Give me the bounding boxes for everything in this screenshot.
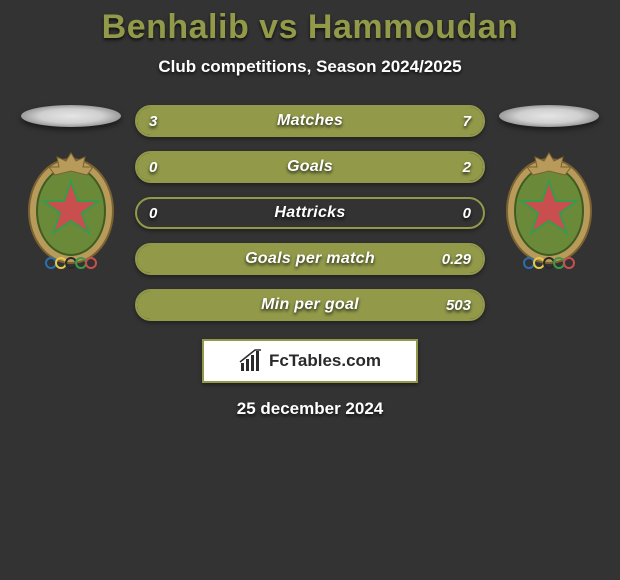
crest-svg [21,151,121,281]
right-player-col [495,105,603,281]
left-player-col [17,105,125,281]
right-player-avatar-placeholder [499,105,599,127]
stat-value-right: 7 [463,107,471,135]
stat-value-right: 2 [463,153,471,181]
right-club-crest [499,151,599,281]
left-player-avatar-placeholder [21,105,121,127]
brand-text: FcTables.com [269,351,381,371]
left-club-crest [21,151,121,281]
comparison-card: Benhalib vs Hammoudan Club competitions,… [0,0,620,419]
stat-bar: 3Matches7 [135,105,485,137]
main-row: 3Matches70Goals20Hattricks0Goals per mat… [0,105,620,321]
stats-bars: 3Matches70Goals20Hattricks0Goals per mat… [135,105,485,321]
bar-chart-icon [239,349,263,373]
subtitle: Club competitions, Season 2024/2025 [0,57,620,77]
stat-bar: 0Hattricks0 [135,197,485,229]
stat-value-right: 0.29 [442,245,471,273]
stat-label: Matches [137,107,483,135]
stat-label: Goals per match [137,245,483,273]
stat-label: Hattricks [137,199,483,227]
brand-link[interactable]: FcTables.com [202,339,418,383]
stat-bar: 0Goals2 [135,151,485,183]
stat-label: Goals [137,153,483,181]
stat-bar: Min per goal503 [135,289,485,321]
stat-bar: Goals per match0.29 [135,243,485,275]
crest-svg [499,151,599,281]
stat-label: Min per goal [137,291,483,319]
page-title: Benhalib vs Hammoudan [0,8,620,47]
stat-value-right: 0 [463,199,471,227]
date-text: 25 december 2024 [0,399,620,419]
stat-value-right: 503 [446,291,471,319]
